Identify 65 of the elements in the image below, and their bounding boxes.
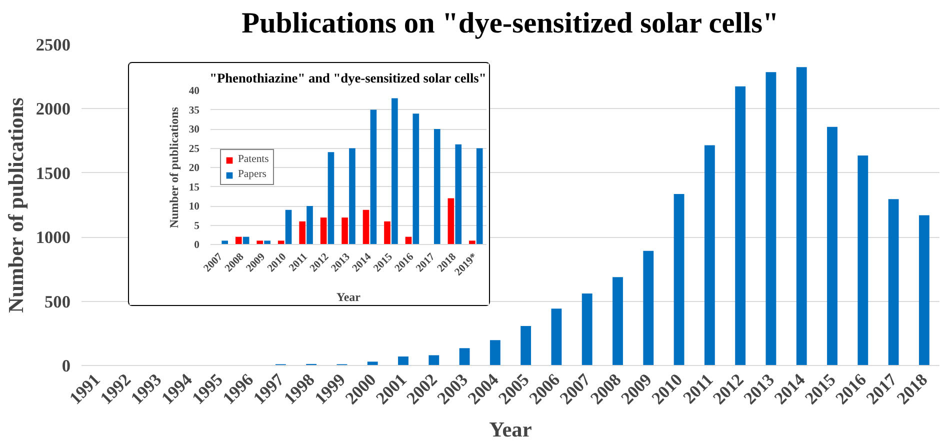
chart-title: Publications on "dye-sensitized solar cells" xyxy=(242,8,779,40)
bar xyxy=(256,240,264,244)
x-axis-title: Year xyxy=(489,417,532,442)
bar xyxy=(342,218,348,244)
y-tick-label: 25 xyxy=(188,144,200,155)
bar xyxy=(306,206,313,244)
bar xyxy=(704,145,715,366)
x-tick-label: 2011 xyxy=(287,252,310,274)
y-tick-label: 20 xyxy=(188,163,200,174)
y-tick-label: 15 xyxy=(188,182,200,194)
bar xyxy=(582,293,592,366)
bar xyxy=(551,308,562,366)
bar xyxy=(235,236,242,244)
bar xyxy=(367,362,378,366)
y-axis-title: Number of publications xyxy=(166,106,181,228)
bar xyxy=(428,355,440,366)
y-tick-label: 30 xyxy=(188,124,200,136)
y-tick-label: 500 xyxy=(44,292,71,312)
bar xyxy=(490,340,500,366)
bar xyxy=(455,144,462,244)
bar xyxy=(320,218,327,244)
bar xyxy=(370,110,377,244)
bar xyxy=(362,210,370,244)
y-tick-label: 1000 xyxy=(36,228,70,248)
bar xyxy=(412,114,420,244)
bar xyxy=(285,210,292,244)
bar xyxy=(796,67,807,366)
y-tick-label: 5 xyxy=(194,220,200,232)
y-tick-label: 0 xyxy=(62,356,71,376)
bar xyxy=(384,221,390,244)
chart-title: "Phenothiazine" and "dye-sensitized solar cells" xyxy=(210,70,486,86)
bar xyxy=(448,198,454,244)
bar xyxy=(520,326,532,366)
bar xyxy=(476,148,483,244)
bar xyxy=(328,152,334,244)
bar xyxy=(278,240,284,244)
bar xyxy=(612,277,623,366)
bar xyxy=(858,155,868,366)
legend-label: Patents xyxy=(238,154,269,165)
bar xyxy=(735,86,746,366)
y-tick-label: 10 xyxy=(188,202,200,212)
bar xyxy=(827,126,838,366)
bar xyxy=(469,240,476,244)
y-tick-label: 2000 xyxy=(36,100,70,119)
bar xyxy=(398,356,408,366)
bar xyxy=(918,215,930,366)
y-axis-title: Number of publications xyxy=(4,98,28,313)
bar xyxy=(264,240,270,244)
bar xyxy=(434,129,440,244)
y-tick-label: 0 xyxy=(194,240,200,251)
bar xyxy=(222,240,228,244)
y-tick-label: 2500 xyxy=(36,36,70,54)
x-axis-title: Year xyxy=(336,290,362,304)
y-tick-label: 1500 xyxy=(36,164,70,183)
bar xyxy=(888,199,899,366)
y-tick-label: 35 xyxy=(188,105,200,116)
bar xyxy=(349,148,356,244)
bar xyxy=(643,250,654,366)
legend-label: Papers xyxy=(238,169,266,180)
bar xyxy=(392,98,398,244)
bar xyxy=(299,221,306,244)
bar xyxy=(674,194,684,366)
bar xyxy=(766,72,776,366)
bar xyxy=(459,348,470,366)
y-tick-label: 40 xyxy=(188,86,200,97)
